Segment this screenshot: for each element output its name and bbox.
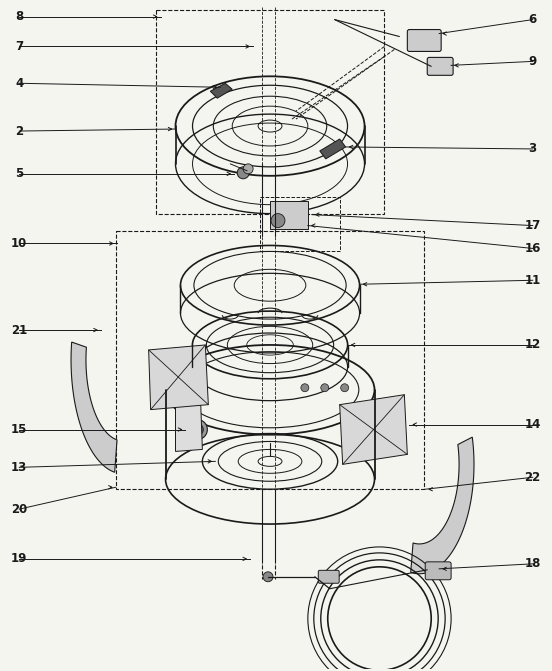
Polygon shape xyxy=(339,395,407,464)
Text: 2: 2 xyxy=(15,125,23,138)
Polygon shape xyxy=(148,345,208,409)
FancyBboxPatch shape xyxy=(319,570,339,583)
Text: 14: 14 xyxy=(524,418,541,431)
FancyBboxPatch shape xyxy=(425,562,451,580)
FancyBboxPatch shape xyxy=(407,30,441,52)
Text: 5: 5 xyxy=(15,167,23,180)
Bar xyxy=(270,201,308,229)
Text: 8: 8 xyxy=(15,10,23,23)
FancyBboxPatch shape xyxy=(427,58,453,75)
Text: 19: 19 xyxy=(11,552,28,566)
Text: 20: 20 xyxy=(11,503,28,515)
Circle shape xyxy=(271,213,285,227)
Bar xyxy=(116,231,424,489)
Text: 3: 3 xyxy=(529,142,537,156)
Circle shape xyxy=(301,384,309,392)
Polygon shape xyxy=(71,342,117,472)
Text: 7: 7 xyxy=(15,40,23,53)
Text: 21: 21 xyxy=(11,323,28,337)
Circle shape xyxy=(321,384,329,392)
Text: 9: 9 xyxy=(529,55,537,68)
Circle shape xyxy=(188,419,208,440)
Text: 11: 11 xyxy=(524,274,541,287)
Text: 22: 22 xyxy=(524,471,541,484)
Text: 13: 13 xyxy=(11,461,28,474)
Circle shape xyxy=(192,423,203,435)
Text: 6: 6 xyxy=(529,13,537,26)
Text: 15: 15 xyxy=(11,423,28,436)
Text: 17: 17 xyxy=(524,219,541,232)
Polygon shape xyxy=(210,83,232,98)
Bar xyxy=(260,197,339,252)
Text: 18: 18 xyxy=(524,558,541,570)
Circle shape xyxy=(237,167,249,178)
Text: 16: 16 xyxy=(524,242,541,255)
Polygon shape xyxy=(411,437,474,574)
Text: 10: 10 xyxy=(11,237,28,250)
Text: 12: 12 xyxy=(524,338,541,352)
Circle shape xyxy=(341,384,349,392)
Text: 4: 4 xyxy=(15,76,23,90)
Circle shape xyxy=(263,572,273,582)
Polygon shape xyxy=(320,139,346,159)
Bar xyxy=(156,9,384,213)
Circle shape xyxy=(243,164,253,174)
Polygon shape xyxy=(176,393,203,452)
